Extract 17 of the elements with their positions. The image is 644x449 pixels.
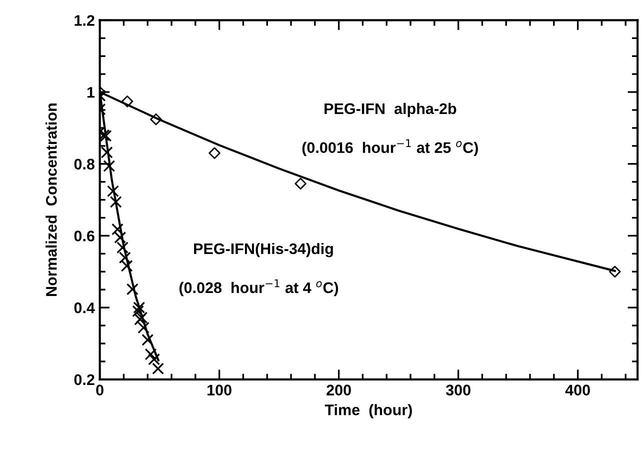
x-axis-title: Time (hour) bbox=[324, 404, 412, 418]
annotation: (0.0016 hour$^{−1}$ at 25 $^{o}$C) bbox=[302, 139, 478, 156]
x-tick-label: 400 bbox=[565, 384, 590, 396]
annotation: PEG-IFN(His-34)dig bbox=[194, 242, 333, 258]
annotation: PEG-IFN alpha-2b bbox=[324, 102, 456, 118]
x-tick-label: 200 bbox=[326, 384, 351, 396]
y-tick-label: 0.8 bbox=[74, 158, 94, 170]
y-axis-title: Normalized Concentration bbox=[46, 104, 57, 296]
y-tick-label: 0.6 bbox=[74, 230, 94, 242]
x-tick-label: 300 bbox=[446, 384, 470, 396]
y-tick-label: 0.2 bbox=[74, 374, 94, 386]
y-tick-label: 1 bbox=[87, 87, 95, 98]
x-tick-label: 0 bbox=[96, 384, 104, 396]
annotation: (0.028 hour$^{−1}$ at 4 $^{o}$C) bbox=[179, 279, 338, 296]
x-tick-label: 100 bbox=[208, 384, 232, 396]
y-tick-label: 0.4 bbox=[74, 302, 95, 314]
y-tick-label: 1.2 bbox=[74, 15, 94, 26]
